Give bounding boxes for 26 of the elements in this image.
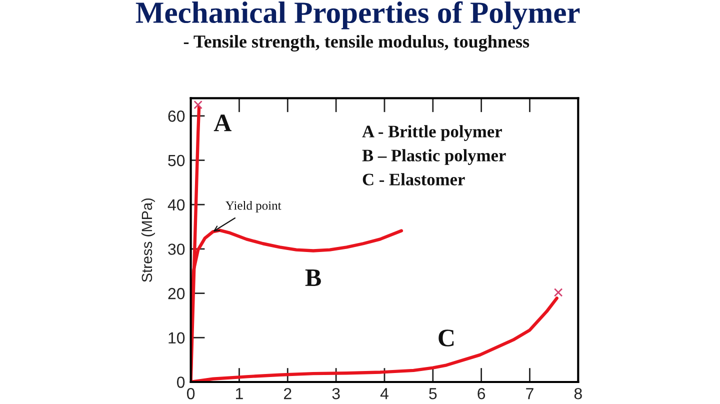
annotation: B – Plastic polymer xyxy=(362,149,506,165)
series-label: B xyxy=(305,270,321,286)
y-tick-label: 20 xyxy=(168,288,185,300)
x-tick-label: 8 xyxy=(574,388,582,400)
series-label: A xyxy=(214,114,232,132)
x-tick-label: 0 xyxy=(186,388,195,400)
y-tick-label: 40 xyxy=(168,199,185,211)
y-tick-label: 30 xyxy=(168,244,185,255)
y-tick-label: 60 xyxy=(168,110,185,122)
chart-subtitle: - Tensile strength, tensile modulus, toughness xyxy=(184,34,530,52)
chart-title: Mechanical Properties of Polymer xyxy=(136,1,580,30)
x-tick-label: 4 xyxy=(380,388,388,400)
annotation: Yield point xyxy=(226,200,282,212)
x-tick-label: 7 xyxy=(526,388,534,400)
y-tick-label: 10 xyxy=(168,332,185,344)
annotation: C - Elastomer xyxy=(362,173,465,186)
x-tick-label: 3 xyxy=(332,388,340,400)
x-tick-label: 6 xyxy=(478,388,486,400)
series-label: C xyxy=(438,330,454,346)
y-tick-label: 50 xyxy=(168,154,185,166)
x-tick-label: 1 xyxy=(236,388,243,400)
annotation: A - Brittle polymer xyxy=(362,125,502,141)
y-axis-title: Stress (MPa) xyxy=(141,198,155,282)
x-tick-label: 2 xyxy=(284,388,292,400)
y-tick-label: 0 xyxy=(176,376,185,388)
x-tick-label: 5 xyxy=(429,388,437,400)
